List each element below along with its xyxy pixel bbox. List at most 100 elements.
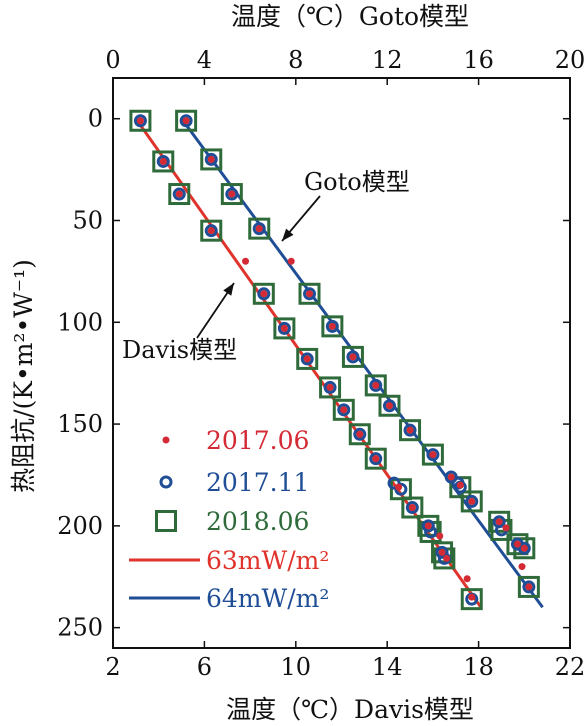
dot-marker [424, 522, 432, 530]
bottom-axis-tick-label: 10 [281, 653, 312, 681]
ring-marker [369, 452, 383, 466]
dot-marker [518, 563, 526, 571]
y-axis-tick-label: 100 [57, 308, 103, 336]
ring-marker [252, 222, 266, 236]
square-marker [460, 490, 483, 513]
dot-marker [328, 322, 336, 330]
square-marker [129, 109, 152, 132]
bottom-axis-tick-label: 22 [555, 653, 584, 681]
legend-label: 2018.06 [206, 507, 309, 536]
square-marker [155, 510, 177, 532]
dot-marker [520, 544, 528, 552]
ring-marker [405, 501, 419, 515]
ring-marker [382, 399, 396, 413]
square-marker [460, 588, 483, 611]
top-axis-tick-label: 8 [288, 46, 303, 74]
dot-marker [159, 157, 167, 165]
top-axis-tick-label: 20 [555, 46, 584, 74]
goto-annotation-arrow-head [282, 228, 294, 241]
dot-marker [372, 455, 380, 463]
dot-marker [468, 497, 476, 505]
bottom-axis-tick-label: 18 [463, 653, 494, 681]
ring-marker [517, 541, 531, 555]
dot-marker [463, 575, 471, 583]
bottom-axis-tick-label: 2 [105, 653, 120, 681]
dot-marker [340, 406, 348, 414]
goto-model-label: Goto模型 [304, 168, 410, 196]
dot-marker [408, 504, 416, 512]
top-axis-tick-label: 12 [372, 46, 403, 74]
dot-marker [502, 524, 510, 532]
y-axis-tick-label: 150 [57, 410, 103, 438]
dot-marker [228, 190, 236, 198]
ring-marker [277, 321, 291, 335]
top-axis-tick-label: 4 [197, 46, 212, 74]
square-marker [341, 345, 364, 368]
dot-marker [260, 290, 268, 298]
square-marker [200, 219, 223, 242]
legend-label: 2017.06 [206, 426, 309, 455]
ring-marker [522, 580, 536, 594]
dot-marker [447, 473, 455, 481]
bottom-axis-tick-label: 6 [197, 653, 212, 681]
ring-marker [325, 319, 339, 333]
top-axis-title: 温度（℃）Goto模型 [231, 2, 469, 31]
dot-marker [303, 355, 311, 363]
square-marker [332, 398, 355, 421]
dot-marker [207, 227, 215, 235]
square-marker [152, 150, 175, 173]
ring-marker [133, 114, 147, 128]
legend-label: 2017.11 [206, 468, 309, 497]
ring-marker [172, 187, 186, 201]
dot-marker [495, 518, 503, 526]
square-marker [321, 315, 344, 338]
legend-label: 64mW/m² [206, 584, 329, 613]
square-marker [401, 496, 424, 519]
square-marker [248, 217, 271, 240]
ring-marker [179, 114, 193, 128]
square-marker [200, 148, 223, 171]
ring-marker [156, 154, 170, 168]
ring-marker [353, 427, 367, 441]
dot-marker [242, 257, 250, 265]
square-marker [364, 447, 387, 470]
square-marker [319, 376, 342, 399]
square-marker [421, 443, 444, 466]
dot-marker [436, 532, 444, 540]
dot-marker [429, 451, 437, 459]
square-marker [517, 575, 540, 598]
y-axis-title: 热阻抗/(K•m²•W⁻¹) [9, 259, 38, 493]
davis-model-label: Davis模型 [122, 336, 237, 364]
ring-marker [369, 378, 383, 392]
dot-marker [175, 190, 183, 198]
ring-marker [403, 423, 417, 437]
ring-marker [303, 287, 317, 301]
bottom-axis-tick-label: 14 [372, 653, 403, 681]
y-axis-tick-label: 200 [57, 512, 103, 540]
ring-marker [426, 448, 440, 462]
dot-marker [349, 353, 357, 361]
square-marker [175, 109, 198, 132]
dot-marker [468, 593, 476, 601]
ring-marker [323, 380, 337, 394]
square-marker [298, 282, 321, 305]
square-marker [252, 282, 275, 305]
dot-marker [182, 117, 190, 125]
ring-marker [159, 475, 173, 489]
dot-marker [513, 540, 521, 548]
dot-marker [326, 383, 334, 391]
y-axis-tick-label: 250 [57, 614, 103, 642]
y-axis-tick-label: 0 [88, 105, 103, 133]
dot-marker [525, 583, 533, 591]
plot-frame [112, 77, 571, 649]
dot-marker [162, 436, 170, 444]
ring-marker [346, 350, 360, 364]
dot-marker [395, 483, 403, 491]
ring-marker [435, 545, 449, 559]
ring-marker [257, 287, 271, 301]
square-marker [364, 374, 387, 397]
dot-marker [372, 381, 380, 389]
dot-marker [356, 430, 364, 438]
square-marker [399, 419, 422, 442]
